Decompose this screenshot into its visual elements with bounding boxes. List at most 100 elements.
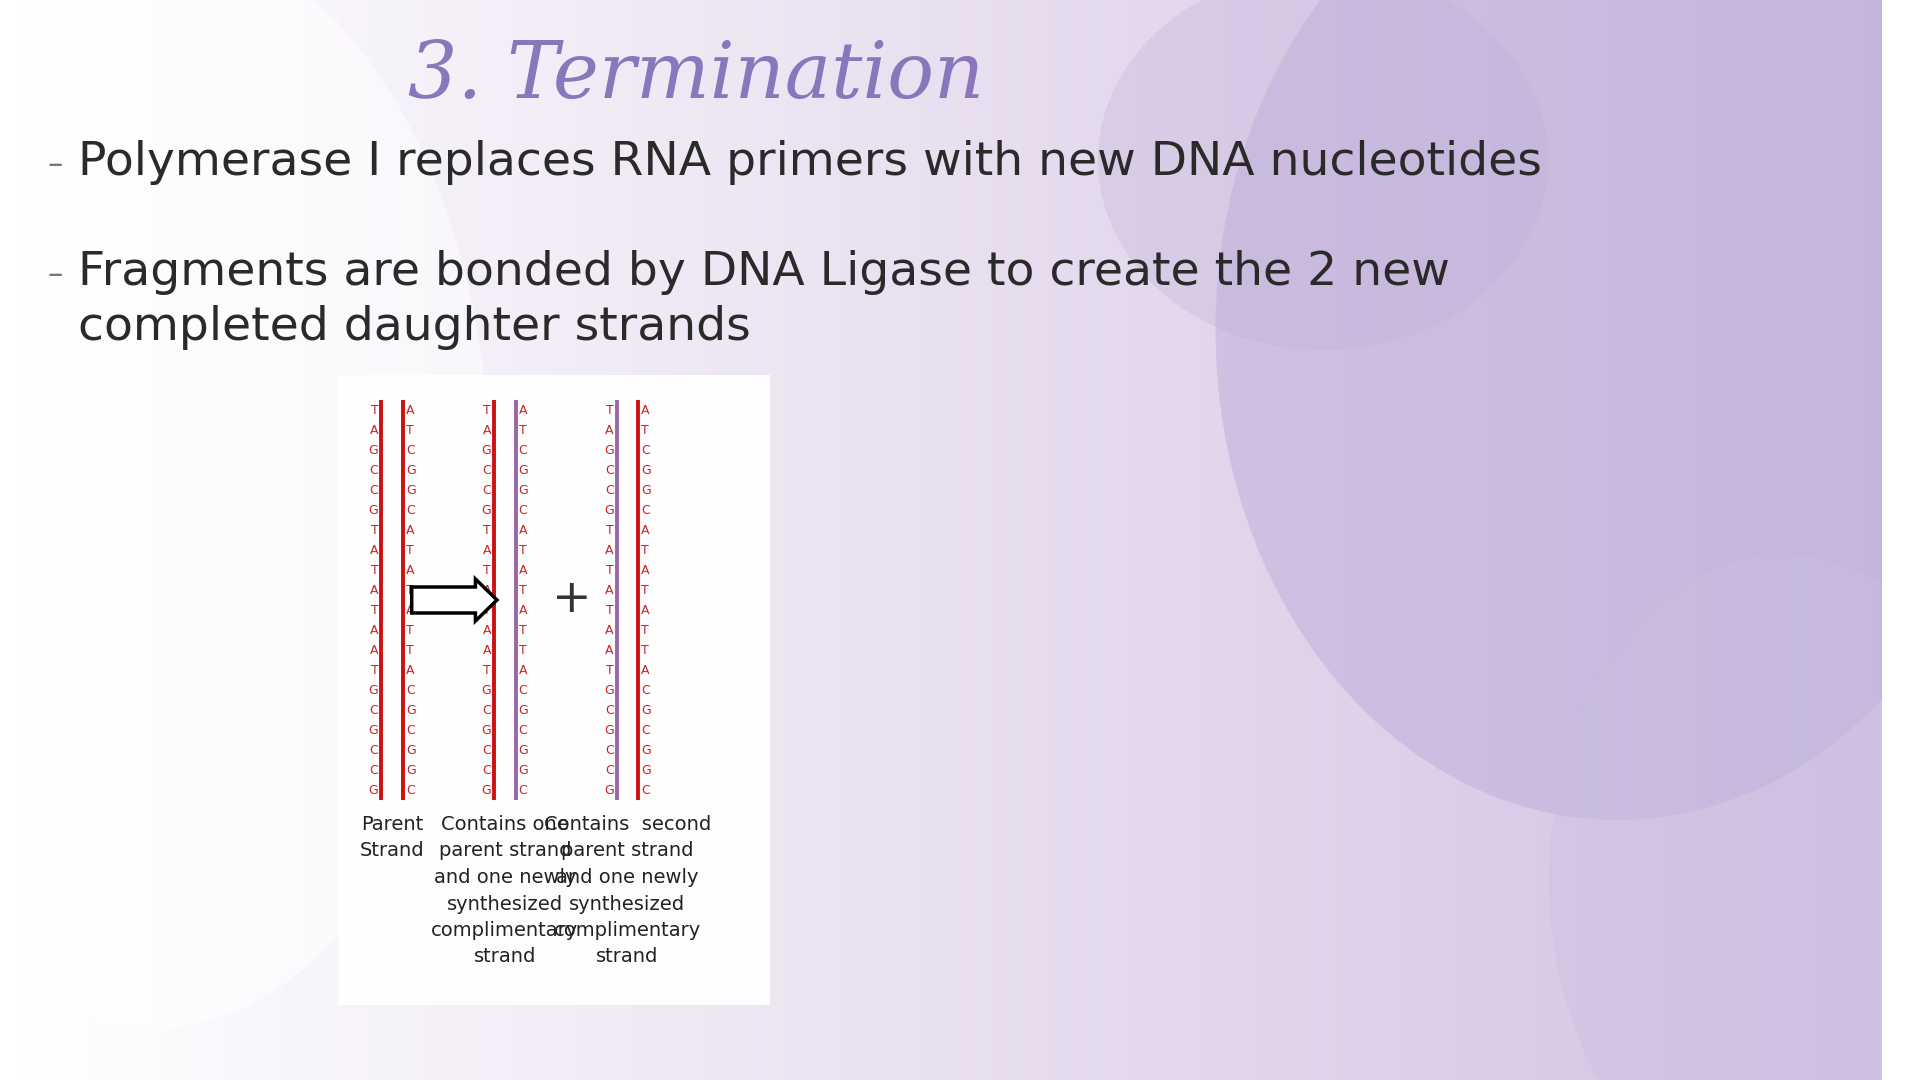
Text: C: C [405,783,415,797]
Bar [184,0,188,1080]
Bar [1482,0,1486,1080]
Bar [1751,0,1755,1080]
Bar [48,0,52,1080]
Bar [493,0,499,1080]
Bar [1839,0,1845,1080]
Text: C: C [371,463,378,476]
Bar [1534,0,1538,1080]
Bar [282,0,286,1080]
Text: A: A [371,423,378,436]
Text: C: C [371,743,378,756]
Bar [682,0,687,1080]
Text: Contains  second
parent strand
and one newly
synthesized
complimentary
strand: Contains second parent strand and one ne… [543,815,710,967]
Bar [1035,0,1041,1080]
Bar [904,0,908,1080]
Bar [1709,0,1713,1080]
Bar [1722,0,1726,1080]
Bar [1736,0,1741,1080]
Text: T: T [607,604,614,617]
Bar [574,0,578,1080]
Bar [597,0,603,1080]
Text: Polymerase I replaces RNA primers with new DNA nucleotides: Polymerase I replaces RNA primers with n… [79,140,1542,185]
Bar [476,0,480,1080]
Bar [192,0,198,1080]
Ellipse shape [0,0,490,1030]
Text: C: C [371,764,378,777]
Bar [1628,0,1632,1080]
Bar [71,0,75,1080]
Bar [1050,0,1054,1080]
Text: A: A [405,404,415,417]
Bar [56,0,61,1080]
Bar [1261,0,1265,1080]
Bar [1505,0,1511,1080]
Bar [227,0,230,1080]
Bar [19,0,23,1080]
Bar [828,0,833,1080]
Text: G: G [482,724,492,737]
Bar [1693,0,1699,1080]
Bar [570,0,574,1080]
Bar [785,0,791,1080]
Bar [250,0,253,1080]
Bar [1812,0,1816,1080]
Text: T: T [641,423,649,436]
Bar [541,0,545,1080]
Bar [1054,0,1058,1080]
Bar [899,0,904,1080]
Bar [4,0,10,1080]
Text: C: C [605,743,614,756]
Bar [947,0,950,1080]
Text: T: T [518,644,526,657]
Text: C: C [518,503,528,516]
Bar [532,0,536,1080]
Bar [964,0,970,1080]
Bar [1144,0,1148,1080]
Bar [1204,0,1210,1080]
Bar [1803,0,1807,1080]
Text: G: G [482,503,492,516]
Bar [1538,0,1544,1080]
Bar [1210,0,1213,1080]
Bar [1859,0,1862,1080]
Text: G: G [605,444,614,457]
Bar [253,0,259,1080]
Bar [513,0,518,1080]
Bar [1622,0,1628,1080]
Text: G: G [482,783,492,797]
Bar [1106,0,1110,1080]
Bar [1275,0,1281,1080]
Text: A: A [518,604,528,617]
Bar [1392,0,1398,1080]
Text: C: C [371,484,378,497]
Bar [1826,0,1830,1080]
Bar [852,0,856,1080]
Bar [1745,0,1751,1080]
Bar [1849,0,1855,1080]
Bar [0,0,4,1080]
Bar [150,0,156,1080]
Bar [639,0,645,1080]
Bar [1572,0,1576,1080]
Ellipse shape [1215,0,1920,820]
Bar [305,0,311,1080]
Bar [1190,0,1194,1080]
Bar [1732,0,1736,1080]
Bar [376,0,382,1080]
Bar [1025,0,1031,1080]
Bar [509,0,513,1080]
Bar [1524,0,1528,1080]
Bar [75,0,81,1080]
Bar [607,0,612,1080]
Text: T: T [518,623,526,636]
Text: A: A [641,524,649,537]
Bar [1167,0,1171,1080]
Bar [526,0,532,1080]
Bar [207,0,211,1080]
Bar [188,0,192,1080]
Bar [386,0,390,1080]
Bar [1369,0,1375,1080]
Bar [1557,0,1563,1080]
Text: C: C [405,503,415,516]
Bar [211,0,217,1080]
